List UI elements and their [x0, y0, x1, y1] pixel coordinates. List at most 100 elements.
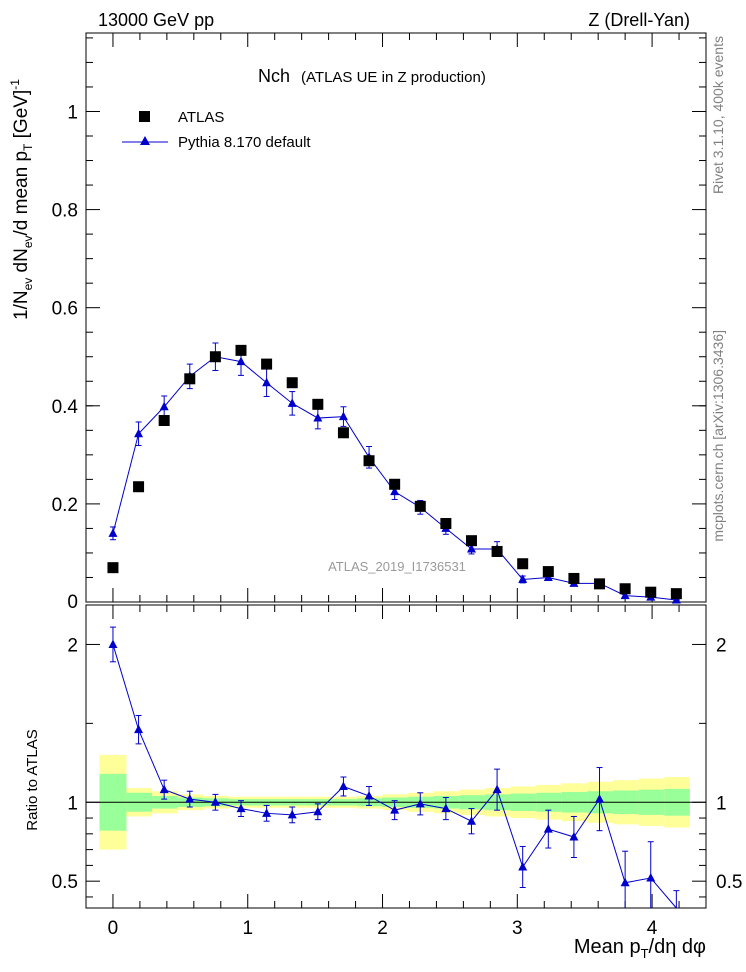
- y-tick-label: 1: [67, 102, 78, 123]
- legend-data-marker: [139, 111, 150, 122]
- ratio-point: [595, 794, 605, 803]
- ratio-point: [390, 805, 400, 814]
- atlas-point: [107, 562, 119, 574]
- ratio-point: [185, 794, 195, 803]
- legend-data-label: ATLAS: [178, 109, 224, 126]
- ratio-point: [620, 877, 630, 887]
- ratio-bands: [86, 754, 706, 850]
- mc-point: [313, 413, 323, 422]
- x-tick-label: 4: [647, 918, 658, 939]
- legend: ATLAS Pythia 8.170 default: [122, 109, 311, 151]
- ratio-point: [159, 784, 169, 794]
- atlas-point: [619, 583, 631, 595]
- plot-title-sub: (ATLAS UE in Z production): [301, 69, 486, 86]
- ratio-point: [262, 808, 272, 817]
- ratio-y-tick-label-right: 1: [716, 793, 727, 814]
- mc-point: [390, 486, 400, 496]
- x-tick-label: 1: [242, 918, 253, 939]
- mc-point: [236, 356, 246, 366]
- rivet-label: Rivet 3.1.10, 400k events: [710, 36, 726, 194]
- ratio-point: [543, 824, 553, 833]
- y-axis-label-top: 1/Nev dNev/d mean pT [GeV]-1: [8, 79, 35, 320]
- atlas-point: [645, 586, 657, 598]
- analysis-watermark: ATLAS_2019_I1736531: [328, 559, 466, 574]
- atlas-point: [389, 478, 401, 490]
- ratio-frame: [85, 604, 707, 909]
- ratio-point: [441, 803, 451, 813]
- atlas-point: [414, 500, 426, 512]
- atlas-point: [337, 427, 349, 439]
- y-tick-label: 0.2: [52, 495, 78, 516]
- main-frame: [85, 32, 707, 603]
- mc-point: [518, 574, 528, 583]
- atlas-point: [517, 558, 529, 570]
- y-tick-label: 0.6: [52, 299, 78, 320]
- ratio-point: [108, 639, 118, 648]
- mc-point: [671, 595, 681, 604]
- mc-point: [134, 428, 144, 438]
- mc-point: [159, 401, 169, 411]
- plot-title: Nch (ATLAS UE in Z production): [258, 66, 486, 86]
- atlas-point: [209, 351, 221, 363]
- ratio-point: [210, 797, 220, 806]
- ratio-point: [338, 781, 348, 790]
- atlas-point: [158, 415, 170, 427]
- x-tick-label: 0: [108, 918, 119, 939]
- atlas-point: [465, 535, 477, 547]
- ratio-point: [569, 831, 579, 841]
- atlas-point: [440, 518, 452, 530]
- ratio-series-line: [112, 644, 677, 909]
- ratio-point: [287, 809, 297, 819]
- mc-point: [108, 528, 118, 537]
- x-tick-label: 3: [512, 918, 523, 939]
- atlas-point: [184, 373, 196, 385]
- mc-point: [287, 398, 297, 407]
- atlas-point: [363, 455, 375, 467]
- ratio-point: [415, 798, 425, 808]
- y-tick-label: 0.4: [52, 397, 79, 418]
- ratio-y-tick-label: 2: [67, 635, 78, 656]
- ratio-point: [134, 724, 144, 734]
- ratio-y-tick-label: 0.5: [52, 872, 78, 893]
- x-axis-label: Mean pT/dη dφ: [574, 936, 706, 961]
- ratio-panel: 0.5 0.5 1 1 2 2 0 1 2 3 4 Ratio to ATLAS: [24, 604, 742, 939]
- ratio-point: [466, 816, 476, 825]
- atlas-point: [286, 377, 298, 389]
- atlas-point: [261, 358, 273, 370]
- atlas-point: [568, 572, 580, 584]
- mc-point: [262, 377, 272, 387]
- ratio-point: [364, 790, 374, 800]
- atlas-point: [594, 578, 606, 590]
- atlas-point: [542, 566, 554, 578]
- main-marks: [107, 342, 682, 604]
- main-ticks: 0.2 0.4 0.6 0.8 1 0: [52, 33, 707, 613]
- ratio-marks: [108, 626, 680, 909]
- mcplots-label: mcplots.cern.ch [arXiv:1306.3436]: [710, 330, 726, 542]
- atlas-point: [235, 344, 247, 356]
- x-tick-label: 2: [377, 918, 388, 939]
- mc-point: [620, 590, 630, 600]
- y-tick-label: 0: [67, 592, 78, 613]
- ratio-point: [236, 803, 246, 813]
- ratio-y-tick-label-right: 2: [716, 635, 727, 656]
- atlas-point: [670, 588, 682, 600]
- ratio-point: [646, 873, 656, 882]
- legend-mc-label: Pythia 8.170 default: [178, 134, 311, 151]
- process-label: Z (Drell-Yan): [588, 10, 690, 30]
- main-panel: 0.2 0.4 0.6 0.8 1 0 Nch (ATLAS UE in Z produc…: [8, 32, 707, 613]
- atlas-point: [491, 545, 503, 557]
- mc-point: [338, 411, 348, 421]
- ratio-y-tick-label-right: 0.5: [716, 872, 742, 893]
- ratio-point: [518, 861, 528, 871]
- legend-mc-marker: [140, 136, 150, 145]
- mc-point: [466, 544, 476, 553]
- plot-title-main: Nch: [258, 66, 290, 86]
- y-tick-label: 0.8: [52, 201, 78, 222]
- ratio-point: [313, 806, 323, 816]
- atlas-point: [133, 481, 145, 493]
- ratio-y-tick-label: 1: [67, 793, 78, 814]
- atlas-point: [312, 398, 324, 410]
- y-axis-label-bottom: Ratio to ATLAS: [24, 729, 41, 830]
- ratio-ticks: 0.5 0.5 1 1 2 2 0 1 2 3 4: [52, 605, 742, 939]
